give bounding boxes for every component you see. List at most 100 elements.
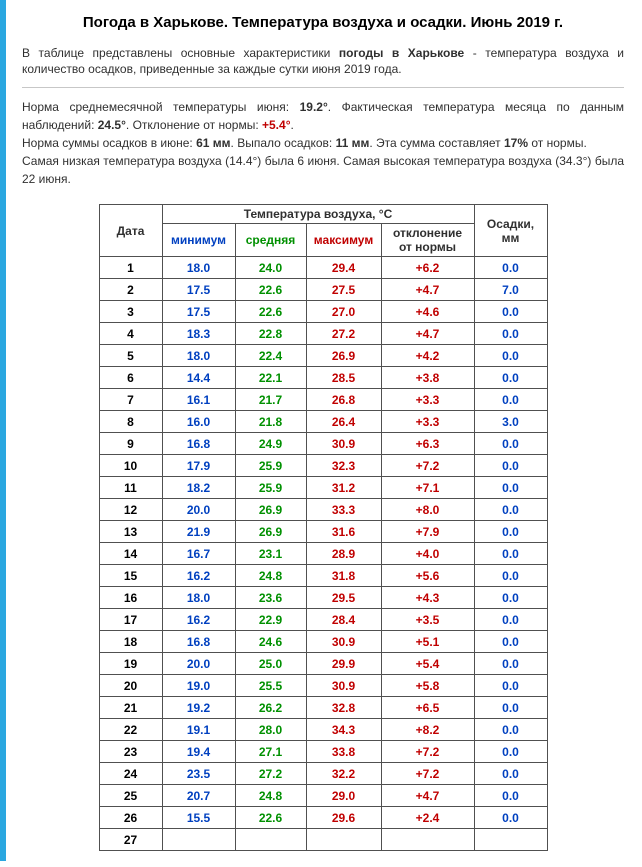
precip-cell: 0.0 xyxy=(474,697,547,719)
max-cell: 30.9 xyxy=(306,631,381,653)
avg-cell: 22.6 xyxy=(235,301,306,323)
precip-cell: 0.0 xyxy=(474,389,547,411)
dev-cell: +4.7 xyxy=(381,785,474,807)
date-cell: 11 xyxy=(99,477,162,499)
table-row: 27 xyxy=(99,829,547,851)
header-avg: средняя xyxy=(235,224,306,257)
table-row: 1321.926.931.6+7.90.0 xyxy=(99,521,547,543)
min-cell: 16.7 xyxy=(162,543,235,565)
intro-bold: погоды в Харькове xyxy=(339,46,464,60)
precip-cell: 0.0 xyxy=(474,433,547,455)
date-cell: 13 xyxy=(99,521,162,543)
date-cell: 8 xyxy=(99,411,162,433)
avg-cell: 28.0 xyxy=(235,719,306,741)
dev-cell: +4.0 xyxy=(381,543,474,565)
min-cell: 18.0 xyxy=(162,587,235,609)
max-cell: 30.9 xyxy=(306,433,381,455)
precip-cell: 0.0 xyxy=(474,367,547,389)
dev-cell: +4.3 xyxy=(381,587,474,609)
stats-l1d: . xyxy=(291,118,294,132)
min-cell: 17.9 xyxy=(162,455,235,477)
max-cell: 28.9 xyxy=(306,543,381,565)
weather-table: Дата Температура воздуха, °C Осадки, мм … xyxy=(99,204,548,851)
header-max: максимум xyxy=(306,224,381,257)
stats-l2d: от нормы. xyxy=(528,136,587,150)
avg-cell: 22.1 xyxy=(235,367,306,389)
precip-cell: 0.0 xyxy=(474,543,547,565)
dev-cell: +3.3 xyxy=(381,411,474,433)
left-stripe xyxy=(0,0,6,861)
precip-cell: 0.0 xyxy=(474,763,547,785)
max-cell: 31.6 xyxy=(306,521,381,543)
dev-cell: +7.2 xyxy=(381,455,474,477)
max-cell: 29.4 xyxy=(306,257,381,279)
avg-cell: 27.1 xyxy=(235,741,306,763)
dev-cell: +5.1 xyxy=(381,631,474,653)
max-cell: 31.2 xyxy=(306,477,381,499)
min-cell: 19.2 xyxy=(162,697,235,719)
avg-cell: 24.8 xyxy=(235,785,306,807)
page: Погода в Харькове. Температура воздуха и… xyxy=(0,0,642,861)
table-row: 2119.226.232.8+6.50.0 xyxy=(99,697,547,719)
fact-temp: 24.5° xyxy=(98,118,126,132)
table-row: 118.024.029.4+6.20.0 xyxy=(99,257,547,279)
min-cell: 18.2 xyxy=(162,477,235,499)
precip-pct: 17% xyxy=(504,136,528,150)
min-cell: 18.0 xyxy=(162,257,235,279)
max-cell: 31.8 xyxy=(306,565,381,587)
precip-cell: 0.0 xyxy=(474,323,547,345)
table-row: 217.522.627.5+4.77.0 xyxy=(99,279,547,301)
table-row: 418.322.827.2+4.70.0 xyxy=(99,323,547,345)
table-row: 1017.925.932.3+7.20.0 xyxy=(99,455,547,477)
date-cell: 5 xyxy=(99,345,162,367)
precip-cell: 0.0 xyxy=(474,807,547,829)
date-cell: 21 xyxy=(99,697,162,719)
max-cell: 28.4 xyxy=(306,609,381,631)
precip-cell: 0.0 xyxy=(474,609,547,631)
table-row: 2615.522.629.6+2.40.0 xyxy=(99,807,547,829)
precip-cell: 0.0 xyxy=(474,631,547,653)
min-cell: 16.0 xyxy=(162,411,235,433)
date-cell: 7 xyxy=(99,389,162,411)
date-cell: 2 xyxy=(99,279,162,301)
min-cell: 16.1 xyxy=(162,389,235,411)
min-cell: 16.8 xyxy=(162,433,235,455)
avg-cell: 21.7 xyxy=(235,389,306,411)
min-cell: 23.5 xyxy=(162,763,235,785)
table-body: 118.024.029.4+6.20.0217.522.627.5+4.77.0… xyxy=(99,257,547,851)
avg-cell: 24.8 xyxy=(235,565,306,587)
date-cell: 27 xyxy=(99,829,162,851)
max-cell: 26.8 xyxy=(306,389,381,411)
min-cell: 16.8 xyxy=(162,631,235,653)
precip-cell: 0.0 xyxy=(474,653,547,675)
avg-cell xyxy=(235,829,306,851)
header-temp-group: Температура воздуха, °C xyxy=(162,205,474,224)
dev-cell: +5.6 xyxy=(381,565,474,587)
stats-l2a: Норма суммы осадков в июне: xyxy=(22,136,196,150)
min-cell: 16.2 xyxy=(162,565,235,587)
max-cell: 29.5 xyxy=(306,587,381,609)
intro-pre: В таблице представлены основные характер… xyxy=(22,46,339,60)
date-cell: 9 xyxy=(99,433,162,455)
date-cell: 16 xyxy=(99,587,162,609)
dev-cell: +6.2 xyxy=(381,257,474,279)
min-cell: 18.0 xyxy=(162,345,235,367)
min-cell: 19.1 xyxy=(162,719,235,741)
max-cell: 30.9 xyxy=(306,675,381,697)
header-date: Дата xyxy=(99,205,162,257)
precip-cell: 0.0 xyxy=(474,785,547,807)
avg-cell: 26.9 xyxy=(235,521,306,543)
precip-cell: 7.0 xyxy=(474,279,547,301)
max-cell: 29.0 xyxy=(306,785,381,807)
date-cell: 15 xyxy=(99,565,162,587)
avg-cell: 25.5 xyxy=(235,675,306,697)
max-cell: 34.3 xyxy=(306,719,381,741)
precip-cell: 0.0 xyxy=(474,521,547,543)
date-cell: 22 xyxy=(99,719,162,741)
max-cell: 33.8 xyxy=(306,741,381,763)
dev-cell: +3.8 xyxy=(381,367,474,389)
date-cell: 3 xyxy=(99,301,162,323)
intro-text: В таблице представлены основные характер… xyxy=(22,45,624,77)
max-cell: 29.6 xyxy=(306,807,381,829)
stats-l1c: . Отклонение от нормы: xyxy=(126,118,262,132)
